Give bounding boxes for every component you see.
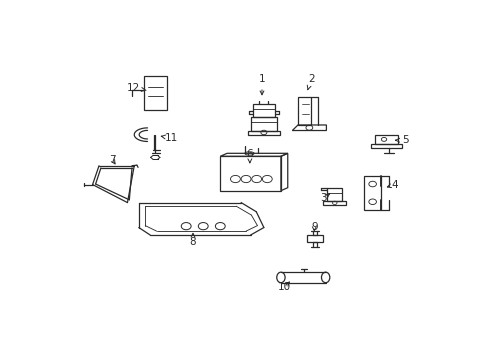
Text: 11: 11 <box>161 133 177 143</box>
Text: 1: 1 <box>258 74 265 95</box>
Text: 10: 10 <box>277 282 290 292</box>
Text: 6: 6 <box>246 149 253 163</box>
Text: 2: 2 <box>306 74 314 90</box>
Text: 12: 12 <box>127 83 146 93</box>
Text: 3: 3 <box>320 193 329 203</box>
Text: 7: 7 <box>109 155 115 165</box>
Text: 4: 4 <box>386 180 397 190</box>
Text: 8: 8 <box>189 233 196 247</box>
Text: 5: 5 <box>395 135 407 145</box>
Text: 9: 9 <box>310 222 317 232</box>
